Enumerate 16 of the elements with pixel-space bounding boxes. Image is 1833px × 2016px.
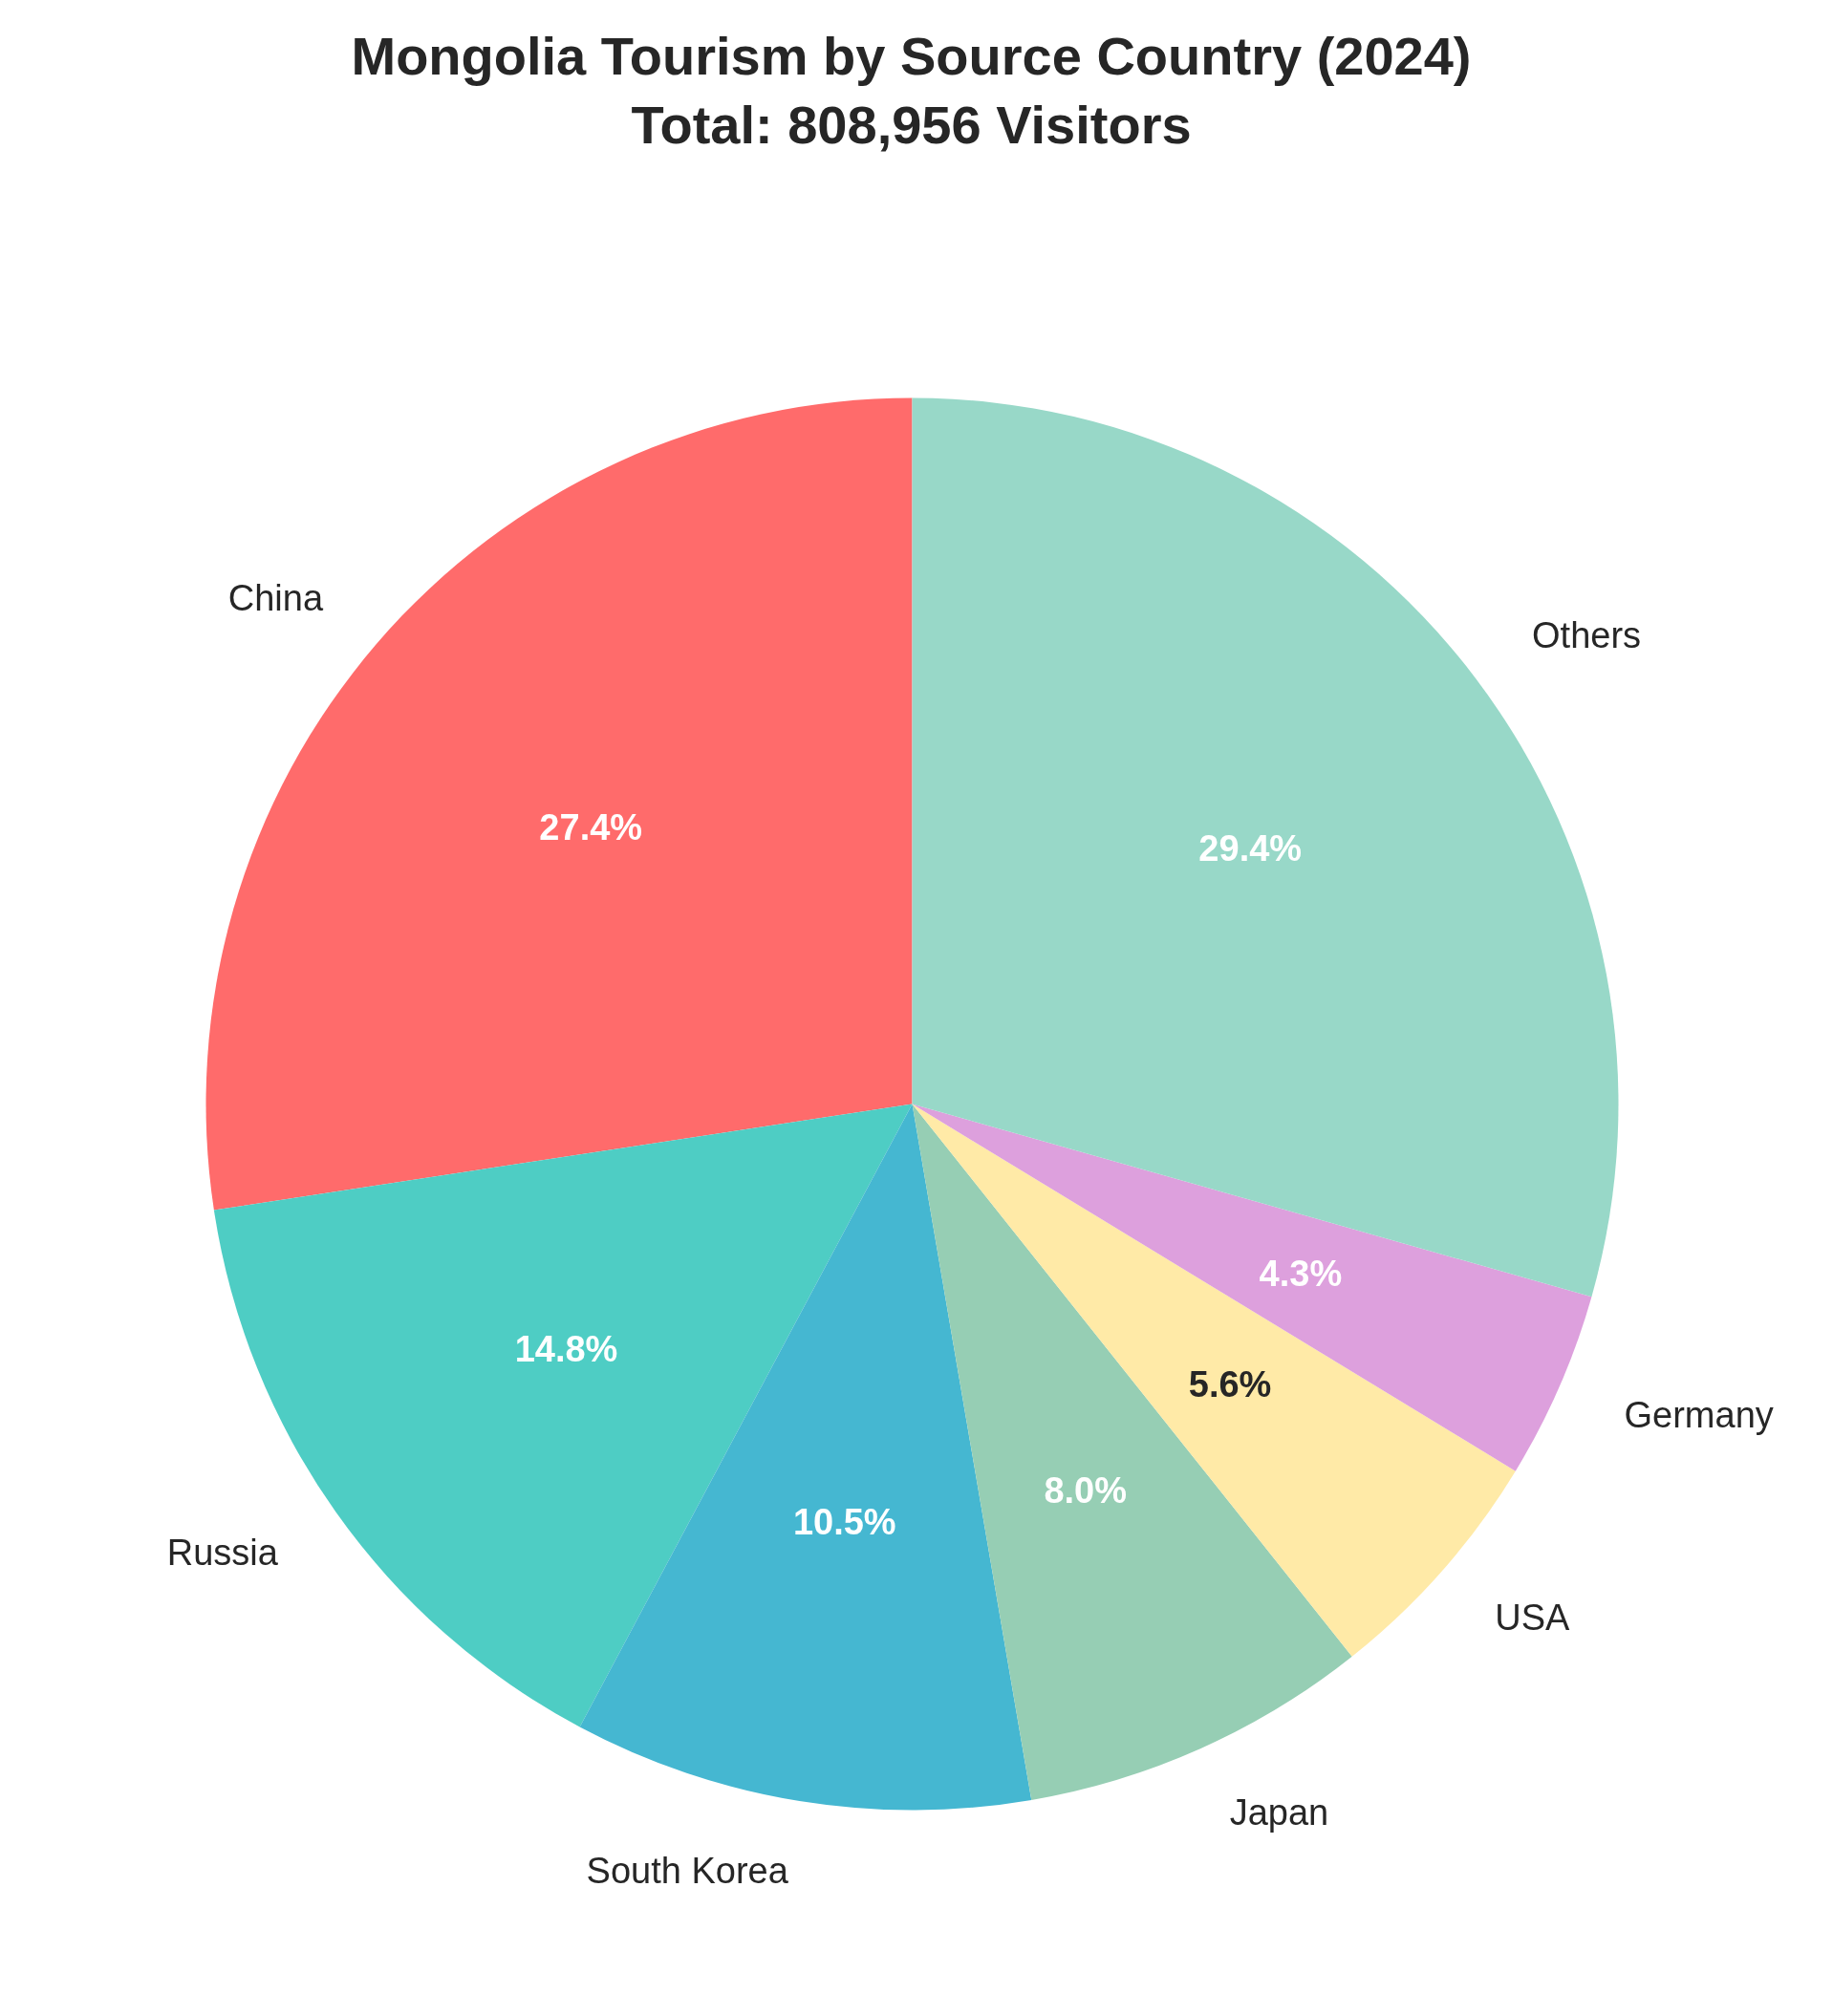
slice-label: South Korea [586, 1850, 789, 1891]
data-label: 27.4% [539, 807, 643, 848]
slice-label: Japan [1229, 1792, 1329, 1834]
slice-label: China [227, 577, 324, 618]
data-label: 5.6% [1188, 1363, 1272, 1405]
chart-subtitle: Total: 808,956 Visitors [631, 95, 1192, 155]
slice-label: Germany [1624, 1394, 1774, 1435]
chart-title: Mongolia Tourism by Source Country (2024) [351, 26, 1472, 86]
data-label: 29.4% [1198, 828, 1303, 869]
data-label: 8.0% [1044, 1470, 1128, 1512]
data-label: 10.5% [792, 1502, 896, 1543]
data-label: 4.3% [1259, 1253, 1343, 1294]
slice-label: USA [1495, 1598, 1571, 1639]
data-label: 14.8% [514, 1328, 618, 1369]
slice-label: Others [1532, 615, 1642, 656]
slice-label: Russia [166, 1533, 279, 1574]
